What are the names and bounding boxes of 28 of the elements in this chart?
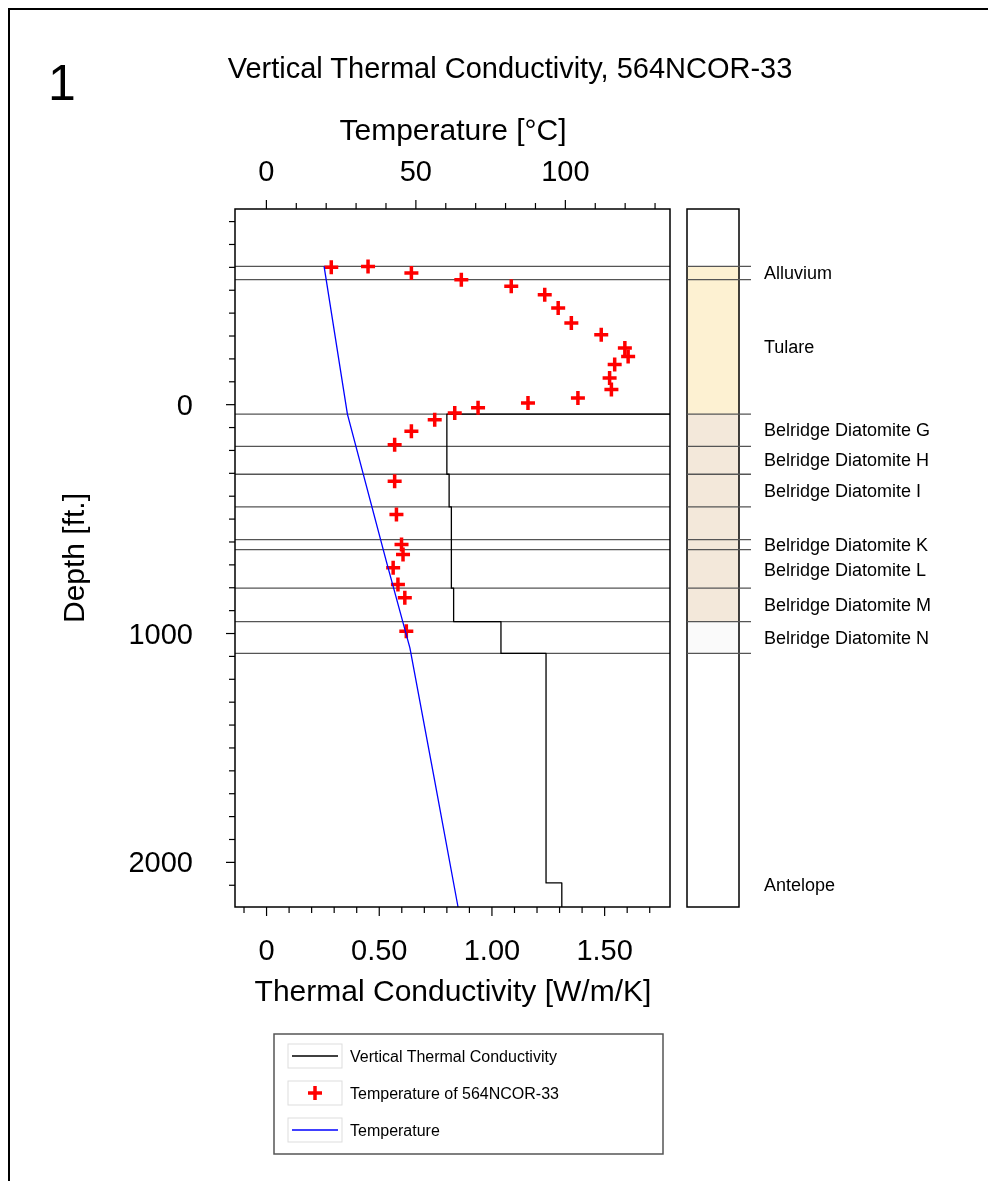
legend-label: Vertical Thermal Conductivity bbox=[350, 1048, 557, 1065]
text: 1 bbox=[48, 55, 76, 111]
y-tick-label: 2000 bbox=[128, 846, 193, 879]
x2-tick-label: 0 bbox=[258, 155, 275, 187]
x-tick-label: 0.50 bbox=[351, 934, 408, 966]
y-tick-label: 0 bbox=[176, 388, 193, 421]
text: Belridge Diatomite K bbox=[764, 534, 929, 555]
text: Belridge Diatomite I bbox=[764, 480, 922, 501]
text: Belridge Diatomite L bbox=[764, 559, 927, 580]
text: Tulare bbox=[764, 336, 815, 357]
x2-tick-label: 50 bbox=[399, 155, 433, 187]
text: Antelope bbox=[764, 875, 836, 895]
y-axis-title: Depth [ft.] bbox=[57, 492, 90, 624]
text: Belridge Diatomite M bbox=[764, 594, 932, 615]
chart-title: Vertical Thermal Conductivity, 564NCOR-33 bbox=[227, 52, 793, 84]
x2-axis-title: Temperature [°C] bbox=[339, 113, 567, 146]
legend-label: Temperature of 564NCOR-33 bbox=[350, 1085, 560, 1102]
x2-tick-label: 100 bbox=[541, 155, 590, 187]
text: Belridge Diatomite G bbox=[764, 420, 931, 441]
y-tick-label: 1000 bbox=[128, 617, 193, 650]
text: Belridge Diatomite H bbox=[764, 450, 930, 471]
x-axis-title: Thermal Conductivity [W/m/K] bbox=[254, 974, 652, 1007]
text: Alluvium bbox=[764, 263, 833, 284]
x-tick-label: 1.00 bbox=[463, 934, 521, 966]
legend-label: Temperature bbox=[350, 1122, 440, 1139]
x-tick-label: 1.50 bbox=[576, 934, 633, 966]
text: Belridge Diatomite N bbox=[764, 627, 930, 648]
x-tick-label: 0 bbox=[258, 934, 275, 966]
